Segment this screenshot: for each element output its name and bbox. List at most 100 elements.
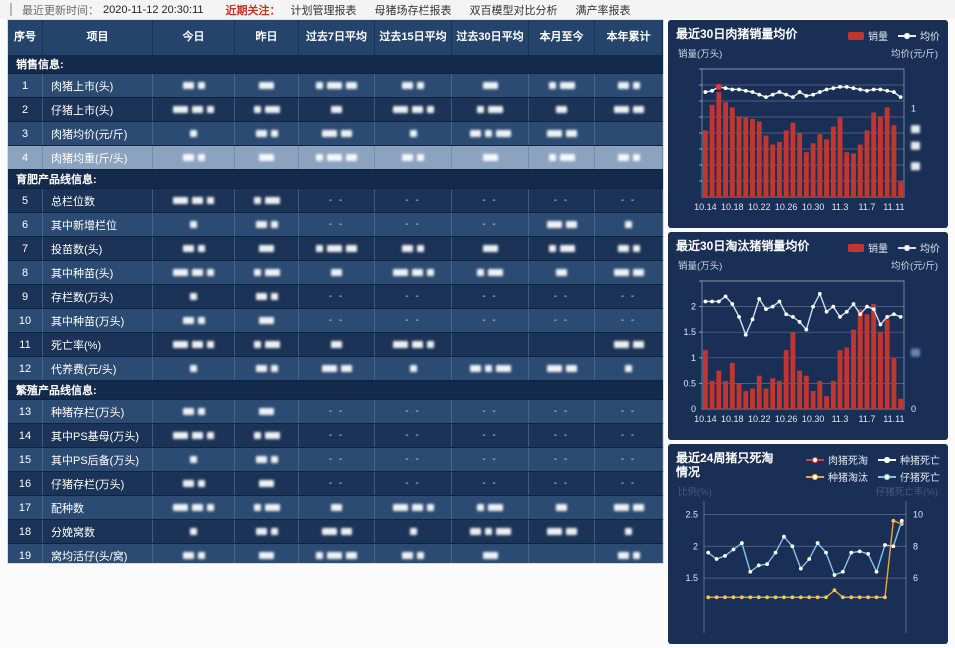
empty-value-dash: - - [482, 291, 498, 302]
redacted-value-block [625, 365, 632, 372]
table-row[interactable]: 14 其中PS基母(万头) - - - - - - - - - - [8, 424, 663, 448]
value-cell: - - [375, 448, 452, 471]
header-cell: 序号 [8, 20, 43, 55]
header-cell: 今日 [153, 20, 235, 55]
legend-item[interactable]: 均价 [898, 28, 940, 43]
value-cell [529, 520, 595, 543]
redacted-value-block [259, 317, 274, 324]
legend-label: 均价 [920, 244, 940, 255]
table-row[interactable]: 4 肉猪均重(斤/头) [8, 146, 663, 170]
header-cell: 本年累计 [595, 20, 663, 55]
value-cell: - - [299, 213, 375, 236]
value-cell [299, 74, 375, 97]
table-row[interactable]: 7 投苗数(头) [8, 237, 663, 261]
table-row[interactable]: 16 仔猪存栏(万头) - - - - - - - - - - [8, 472, 663, 496]
value-cell: - - [529, 400, 595, 423]
value-cell [153, 122, 235, 145]
empty-value-dash: - - [405, 195, 421, 206]
value-cell: - - [375, 472, 452, 495]
table-row[interactable]: 18 分娩窝数 [8, 520, 663, 544]
empty-value-dash: - - [620, 195, 637, 206]
report-link-model-compare[interactable]: 双百模型对比分析 [469, 4, 558, 17]
table-row[interactable]: 9 存栏数(万头) - - - - - - - - - - [8, 285, 663, 309]
report-link-plan[interactable]: 计划管理报表 [290, 4, 357, 17]
value-cell [375, 237, 452, 260]
table-row[interactable]: 3 肉猪均价(元/斤) [8, 122, 663, 146]
svg-text:11.11: 11.11 [883, 414, 904, 424]
row-label: 肉猪上市(头) [43, 74, 153, 97]
legend-item[interactable]: 销量 [848, 240, 888, 255]
redacted-value-block [270, 365, 278, 372]
redacted-value-block [477, 106, 484, 113]
redacted-value-block [402, 82, 413, 89]
redacted-value-block [617, 552, 629, 559]
value-cell [235, 400, 299, 423]
value-cell [235, 237, 299, 260]
redacted-value-block [255, 221, 267, 228]
redacted-value-block [469, 528, 481, 535]
table-row[interactable]: 6 其中新增栏位 - - - - - - [8, 213, 663, 237]
empty-value-dash: - - [553, 291, 570, 302]
redacted-value-block [255, 130, 267, 137]
value-cell [235, 146, 299, 169]
redacted-value-block [392, 341, 408, 348]
legend-bar-swatch [848, 243, 864, 252]
table-row[interactable]: 10 其中种苗(万头) - - - - - - - - - - [8, 309, 663, 333]
redacted-value-block [484, 365, 492, 372]
value-cell [595, 237, 663, 260]
svg-text:2.5: 2.5 [685, 509, 698, 519]
topbar-divider [10, 3, 12, 16]
svg-text:0: 0 [911, 404, 916, 414]
redacted-value-block [190, 456, 197, 463]
redacted-value-block [411, 341, 423, 348]
redacted-value-block [556, 269, 567, 276]
chart-legend: 肉猪死淘 种猪死亡 种猪淘汰 仔猪死亡 [784, 452, 940, 484]
redacted-value-block [192, 197, 203, 204]
report-link-full-capacity[interactable]: 满产率报表 [575, 4, 631, 17]
value-cell [235, 544, 299, 563]
header-cell: 项目 [43, 20, 153, 55]
table-row[interactable]: 15 其中PS后备(万头) - - - - - - - - - - [8, 448, 663, 472]
redacted-value-block [207, 269, 214, 276]
svg-text:11.11: 11.11 [883, 202, 904, 212]
redacted-value-block [253, 269, 261, 276]
legend-item[interactable]: 肉猪死淘 [806, 452, 868, 467]
empty-value-dash: - - [328, 315, 345, 326]
redacted-value-block [411, 504, 423, 511]
row-index: 9 [8, 285, 43, 308]
legend-item[interactable]: 销量 [848, 28, 888, 43]
table-row[interactable]: 19 窝均活仔(头/窝) [8, 544, 663, 563]
value-cell [375, 357, 452, 380]
svg-text:2: 2 [691, 302, 696, 312]
value-cell [153, 189, 235, 212]
legend-item[interactable]: 均价 [898, 240, 940, 255]
legend-label: 销量 [868, 244, 888, 255]
table-row[interactable]: 2 仔猪上市(头) [8, 98, 663, 122]
table-row[interactable]: 8 其中种苗(头) [8, 261, 663, 285]
redacted-value-block [264, 432, 280, 439]
redacted-value-block [264, 504, 280, 511]
table-row[interactable]: 5 总栏位数 - - - - - - - - - - [8, 189, 663, 213]
table-row[interactable]: 12 代养费(元/头) [8, 357, 663, 381]
redacted-value-block [565, 528, 577, 535]
legend-item[interactable]: 仔猪死亡 [878, 469, 940, 484]
legend-item[interactable]: 种猪死亡 [878, 452, 940, 467]
table-row[interactable]: 17 配种数 [8, 496, 663, 520]
redacted-value-block [546, 221, 562, 228]
redacted-value-block [402, 245, 413, 252]
redacted-value-block [264, 341, 280, 348]
empty-value-dash: - - [620, 406, 637, 417]
redacted-value-block [270, 221, 278, 228]
value-cell [153, 357, 235, 380]
header-cell: 过去7日平均 [299, 20, 375, 55]
value-cell [153, 424, 235, 447]
value-cell [375, 261, 452, 284]
redacted-value-block [190, 528, 197, 535]
row-label: 仔猪上市(头) [43, 98, 153, 121]
redacted-value-block [259, 552, 274, 559]
table-row[interactable]: 11 死亡率(%) [8, 333, 663, 357]
table-row[interactable]: 13 种猪存栏(万头) - - - - - - - - - - [8, 400, 663, 424]
legend-item[interactable]: 种猪淘汰 [806, 469, 868, 484]
table-row[interactable]: 1 肉猪上市(头) [8, 74, 663, 98]
report-link-sow-inventory[interactable]: 母猪场存栏报表 [374, 4, 452, 17]
